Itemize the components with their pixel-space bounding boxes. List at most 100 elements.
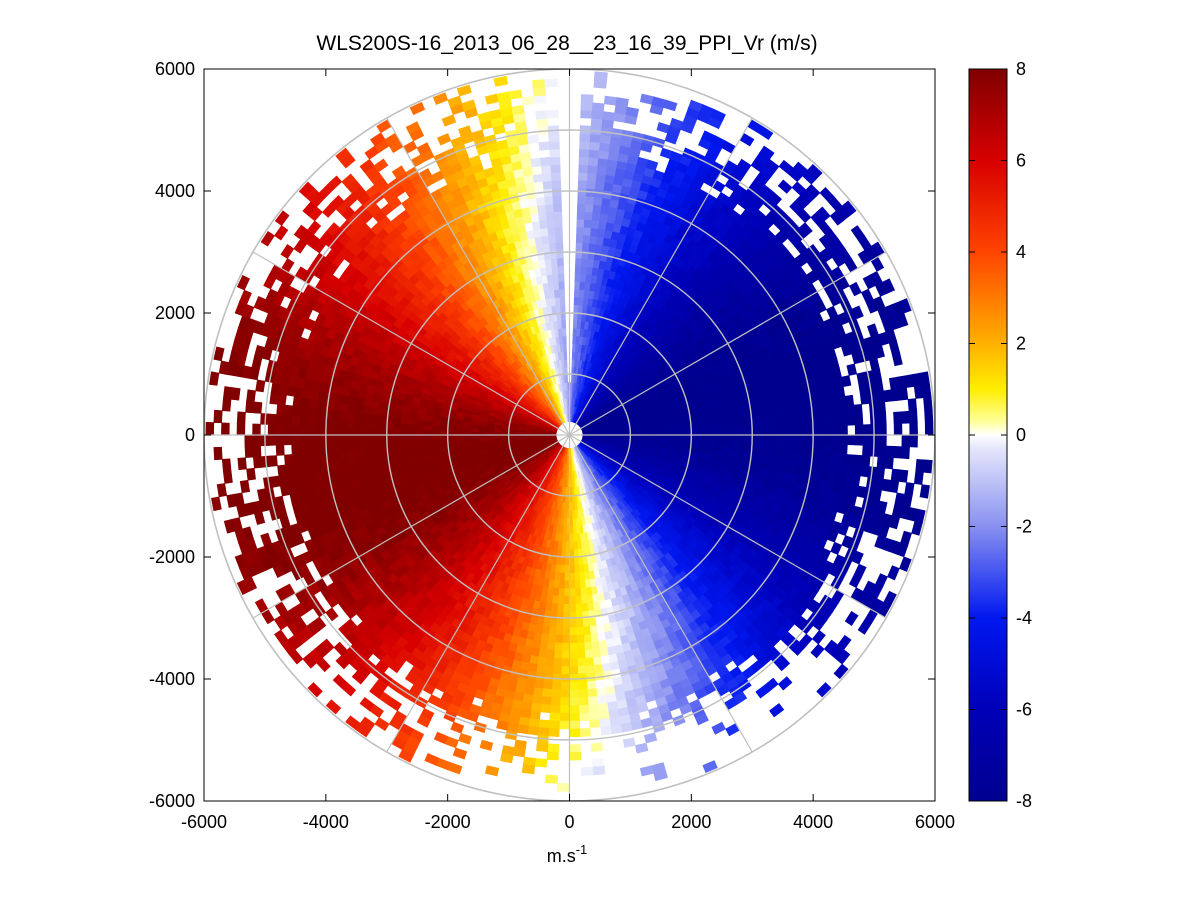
plot-area <box>203 68 936 802</box>
velocity-cell <box>745 440 755 449</box>
velocity-cell <box>556 783 570 792</box>
velocity-cell <box>586 688 598 698</box>
velocity-cell <box>738 428 747 436</box>
velocity-cell <box>588 711 600 721</box>
velocity-cell <box>790 458 800 468</box>
velocity-cell <box>893 423 903 436</box>
velocity-cell <box>596 694 608 705</box>
velocity-cell <box>690 421 700 427</box>
velocity-cell <box>544 657 555 667</box>
velocity-cell <box>776 412 786 421</box>
velocity-cell <box>815 434 825 445</box>
velocity-cell <box>714 429 724 436</box>
velocity-cell <box>588 703 599 714</box>
velocity-cell <box>871 368 883 382</box>
velocity-cell <box>544 774 558 784</box>
velocity-cell <box>831 443 840 455</box>
velocity-cell <box>549 618 557 628</box>
velocity-cell <box>594 71 608 81</box>
velocity-cell <box>561 635 570 644</box>
velocity-cell <box>563 580 570 590</box>
velocity-cell <box>896 312 909 328</box>
velocity-cell <box>569 557 575 566</box>
velocity-cell <box>753 434 763 443</box>
velocity-cell <box>799 417 809 428</box>
velocity-cell <box>791 450 801 460</box>
velocity-cell <box>792 434 802 444</box>
velocity-cell <box>699 434 708 441</box>
velocity-cell <box>845 454 855 466</box>
velocity-cell <box>854 424 864 436</box>
velocity-cell <box>836 395 847 408</box>
velocity-cell <box>767 191 783 206</box>
velocity-cell <box>584 649 594 659</box>
velocity-cell <box>558 580 565 589</box>
velocity-cell <box>728 411 738 419</box>
velocity-cell <box>841 375 852 387</box>
velocity-cell <box>854 434 864 446</box>
velocity-cell <box>589 625 598 635</box>
velocity-cell <box>813 460 824 471</box>
velocity-field <box>205 71 934 792</box>
velocity-cell <box>546 641 556 651</box>
velocity-cell <box>535 664 546 674</box>
velocity-cell <box>798 222 813 237</box>
velocity-cell <box>660 427 669 433</box>
velocity-cell <box>569 720 581 730</box>
velocity-cell <box>667 427 677 432</box>
velocity-cell <box>844 463 855 476</box>
velocity-cell <box>714 439 724 447</box>
velocity-cell <box>924 409 934 423</box>
velocity-cell <box>598 639 608 650</box>
velocity-cell <box>577 665 587 675</box>
velocity-cell <box>578 689 589 698</box>
velocity-cell <box>561 650 570 660</box>
velocity-cell <box>560 681 570 691</box>
velocity-cell <box>576 203 586 212</box>
velocity-cell <box>782 403 793 413</box>
velocity-cell <box>777 434 786 443</box>
velocity-cell <box>550 689 561 698</box>
velocity-cell <box>722 440 732 447</box>
velocity-cell <box>583 641 593 651</box>
velocity-cell <box>837 453 848 465</box>
velocity-cell <box>569 564 575 574</box>
velocity-cell <box>845 404 855 416</box>
velocity-cell <box>598 150 610 160</box>
velocity-cell <box>900 446 910 460</box>
velocity-cell <box>907 398 918 412</box>
velocity-cell <box>583 634 592 644</box>
velocity-cell <box>540 696 552 706</box>
velocity-cell <box>516 724 529 735</box>
velocity-cell <box>815 425 825 436</box>
velocity-cell <box>586 680 597 690</box>
velocity-cell <box>585 195 595 205</box>
velocity-cell <box>591 212 601 222</box>
velocity-cell <box>539 640 549 651</box>
velocity-cell <box>831 415 840 427</box>
velocity-cell <box>919 484 930 499</box>
velocity-cell <box>564 564 570 574</box>
velocity-cell <box>572 541 578 550</box>
velocity-cell <box>562 619 570 628</box>
velocity-cell <box>548 626 557 636</box>
velocity-cell <box>529 710 541 720</box>
velocity-cell <box>555 626 564 636</box>
velocity-cell <box>546 751 559 761</box>
velocity-cell <box>593 664 604 674</box>
velocity-cell <box>782 457 793 467</box>
velocity-cell <box>768 412 778 422</box>
velocity-cell <box>893 411 903 424</box>
velocity-cell <box>714 434 724 441</box>
velocity-cell <box>722 434 732 441</box>
velocity-cell <box>533 679 545 689</box>
velocity-cell <box>545 649 555 659</box>
velocity-cell <box>706 424 716 431</box>
velocity-cell <box>799 442 809 453</box>
velocity-cell <box>730 440 739 448</box>
velocity-cell <box>791 410 801 420</box>
velocity-cell <box>552 665 562 675</box>
velocity-cell <box>561 658 570 667</box>
velocity-cell <box>583 226 592 236</box>
velocity-cell <box>878 434 887 447</box>
